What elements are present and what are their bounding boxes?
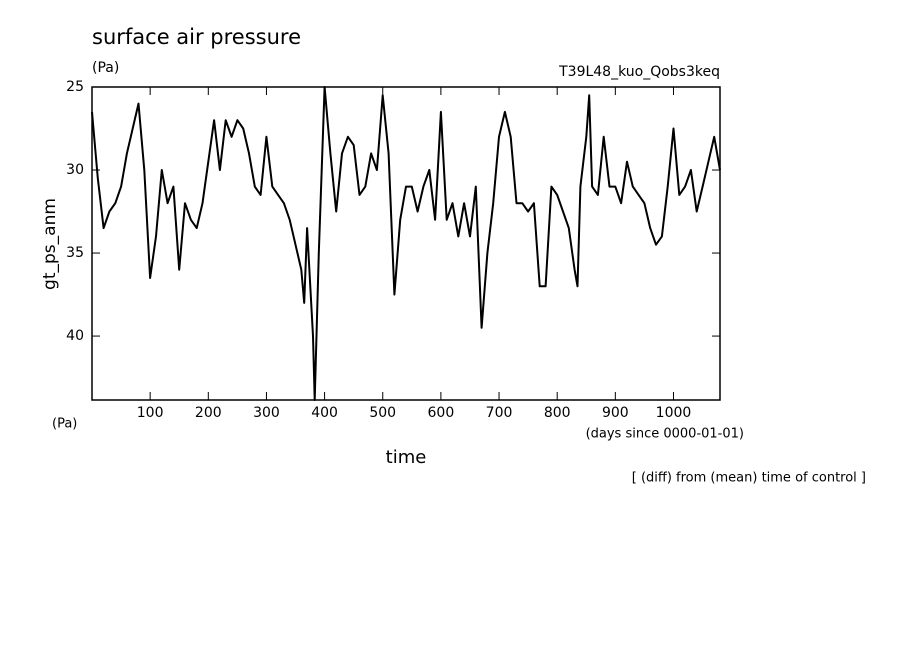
run-label: T39L48_kuo_Qobs3keq — [558, 64, 720, 80]
x-tick-label: 600 — [428, 405, 455, 421]
y-tick-label: 35 — [66, 245, 84, 261]
y-tick-label: 25 — [66, 79, 84, 95]
units-label: (Pa) — [92, 60, 119, 76]
x-tick-label: 200 — [195, 405, 222, 421]
x-tick-label: 400 — [311, 405, 338, 421]
x-units-label: (days since 0000-01-01) — [586, 427, 744, 442]
x-tick-label: 300 — [253, 405, 280, 421]
x-tick-label: 100 — [137, 405, 164, 421]
y-units-label: (Pa) — [52, 417, 77, 432]
x-tick-label: 700 — [486, 405, 513, 421]
x-axis-label: time — [386, 447, 427, 468]
x-tick-label: 800 — [544, 405, 571, 421]
x-tick-label: 1000 — [656, 405, 692, 421]
note: [ (diff) from (mean) time of control ] — [632, 471, 866, 486]
chart-title: surface air pressure — [92, 25, 301, 49]
x-tick-label: 900 — [602, 405, 629, 421]
x-tick-label: 500 — [369, 405, 396, 421]
y-tick-label: 40 — [66, 328, 84, 344]
data-line — [91, 86, 721, 401]
y-axis-label: gt_ps_anm — [40, 198, 60, 290]
y-tick-label: 30 — [66, 162, 84, 178]
plot-frame — [91, 86, 721, 401]
